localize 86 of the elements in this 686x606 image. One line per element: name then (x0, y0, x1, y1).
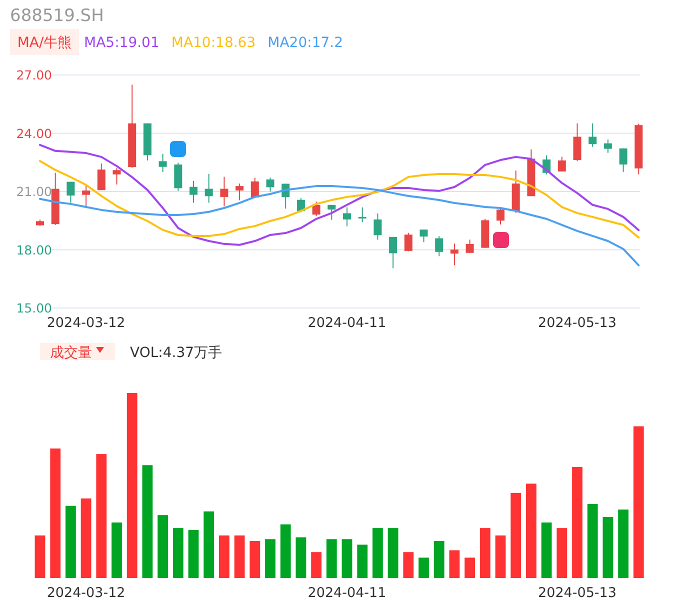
candlestick (220, 176, 228, 207)
text: MA20:17.2 (268, 35, 343, 51)
bar (280, 524, 291, 578)
bar (449, 550, 460, 578)
bar (541, 522, 552, 578)
candlestick (343, 206, 351, 227)
candlestick (573, 122, 582, 162)
candlestick (604, 138, 612, 154)
bar (342, 539, 352, 578)
x-tick-label: 2024-03-12 (46, 585, 126, 601)
bar (50, 448, 61, 578)
candlestick (312, 201, 320, 217)
bar (372, 528, 383, 578)
x-tick-label: 2024-03-12 (46, 315, 126, 331)
candlestick (190, 180, 198, 204)
y-tick-label: 18.00 (16, 242, 52, 258)
bar (142, 465, 153, 578)
bar (403, 552, 414, 578)
bar (265, 539, 276, 578)
candlestick (66, 181, 75, 204)
bar (311, 552, 322, 578)
chart-title: 成交量 (50, 345, 92, 361)
chart-title: 688519.SH (10, 6, 104, 26)
bar (633, 426, 644, 578)
text: MA5:19.01 (84, 35, 160, 51)
bar (158, 515, 168, 578)
candlestick (97, 163, 106, 191)
candlestick (450, 243, 458, 266)
candlestick (174, 162, 182, 192)
candlestick (558, 156, 566, 172)
candlestick (236, 183, 244, 201)
candlestick (266, 177, 274, 192)
bar (34, 535, 46, 578)
candlestick (374, 212, 382, 240)
y-tick-label: 27.00 (16, 68, 52, 82)
bar (126, 393, 138, 578)
bar (572, 467, 582, 578)
bar (326, 539, 337, 578)
bar (602, 516, 614, 578)
bar (418, 558, 429, 578)
x-tick-label: 2024-04-11 (308, 315, 386, 331)
bar (618, 510, 628, 578)
y-tick-label: 24.00 (16, 126, 52, 141)
text: VOL:4.37万手 (130, 345, 222, 361)
candlestick (404, 232, 412, 252)
candlestick (158, 153, 167, 173)
candlestick (435, 236, 444, 257)
candlestick (588, 122, 597, 148)
x-tick-label: 2024-04-11 (308, 585, 386, 601)
bar (464, 558, 475, 578)
bar (495, 535, 506, 578)
candlestick (204, 173, 213, 204)
text: MA10:18.63 (171, 35, 256, 51)
bar (587, 504, 598, 578)
bar (80, 498, 92, 578)
candlestick (496, 207, 504, 226)
bar (96, 454, 107, 578)
bar (112, 522, 122, 578)
candlestick (619, 148, 628, 172)
bar (66, 506, 76, 578)
legend-title: MA/牛熊 (17, 35, 72, 51)
candlestick (112, 168, 121, 186)
candlestick (466, 239, 474, 254)
candlestick (82, 186, 90, 208)
y-tick-label: 15.00 (16, 300, 52, 316)
candlestick (328, 204, 336, 220)
bar (357, 544, 368, 578)
bar (250, 541, 260, 578)
bar (434, 541, 444, 578)
candlestick (420, 229, 428, 243)
bar (556, 528, 568, 578)
bar (219, 535, 230, 578)
bar (188, 530, 199, 578)
bar (388, 528, 398, 578)
x-tick-label: 2024-05-13 (538, 585, 616, 601)
bar (234, 535, 245, 578)
bar (480, 528, 490, 578)
bar (204, 511, 214, 578)
bar (526, 484, 536, 578)
y-tick-label: 21.00 (16, 184, 52, 199)
bar (510, 492, 522, 578)
bar (172, 528, 184, 578)
candlestick (389, 236, 398, 269)
x-tick-label: 2024-05-13 (538, 315, 616, 331)
candlestick (358, 206, 366, 223)
bar (296, 537, 306, 578)
